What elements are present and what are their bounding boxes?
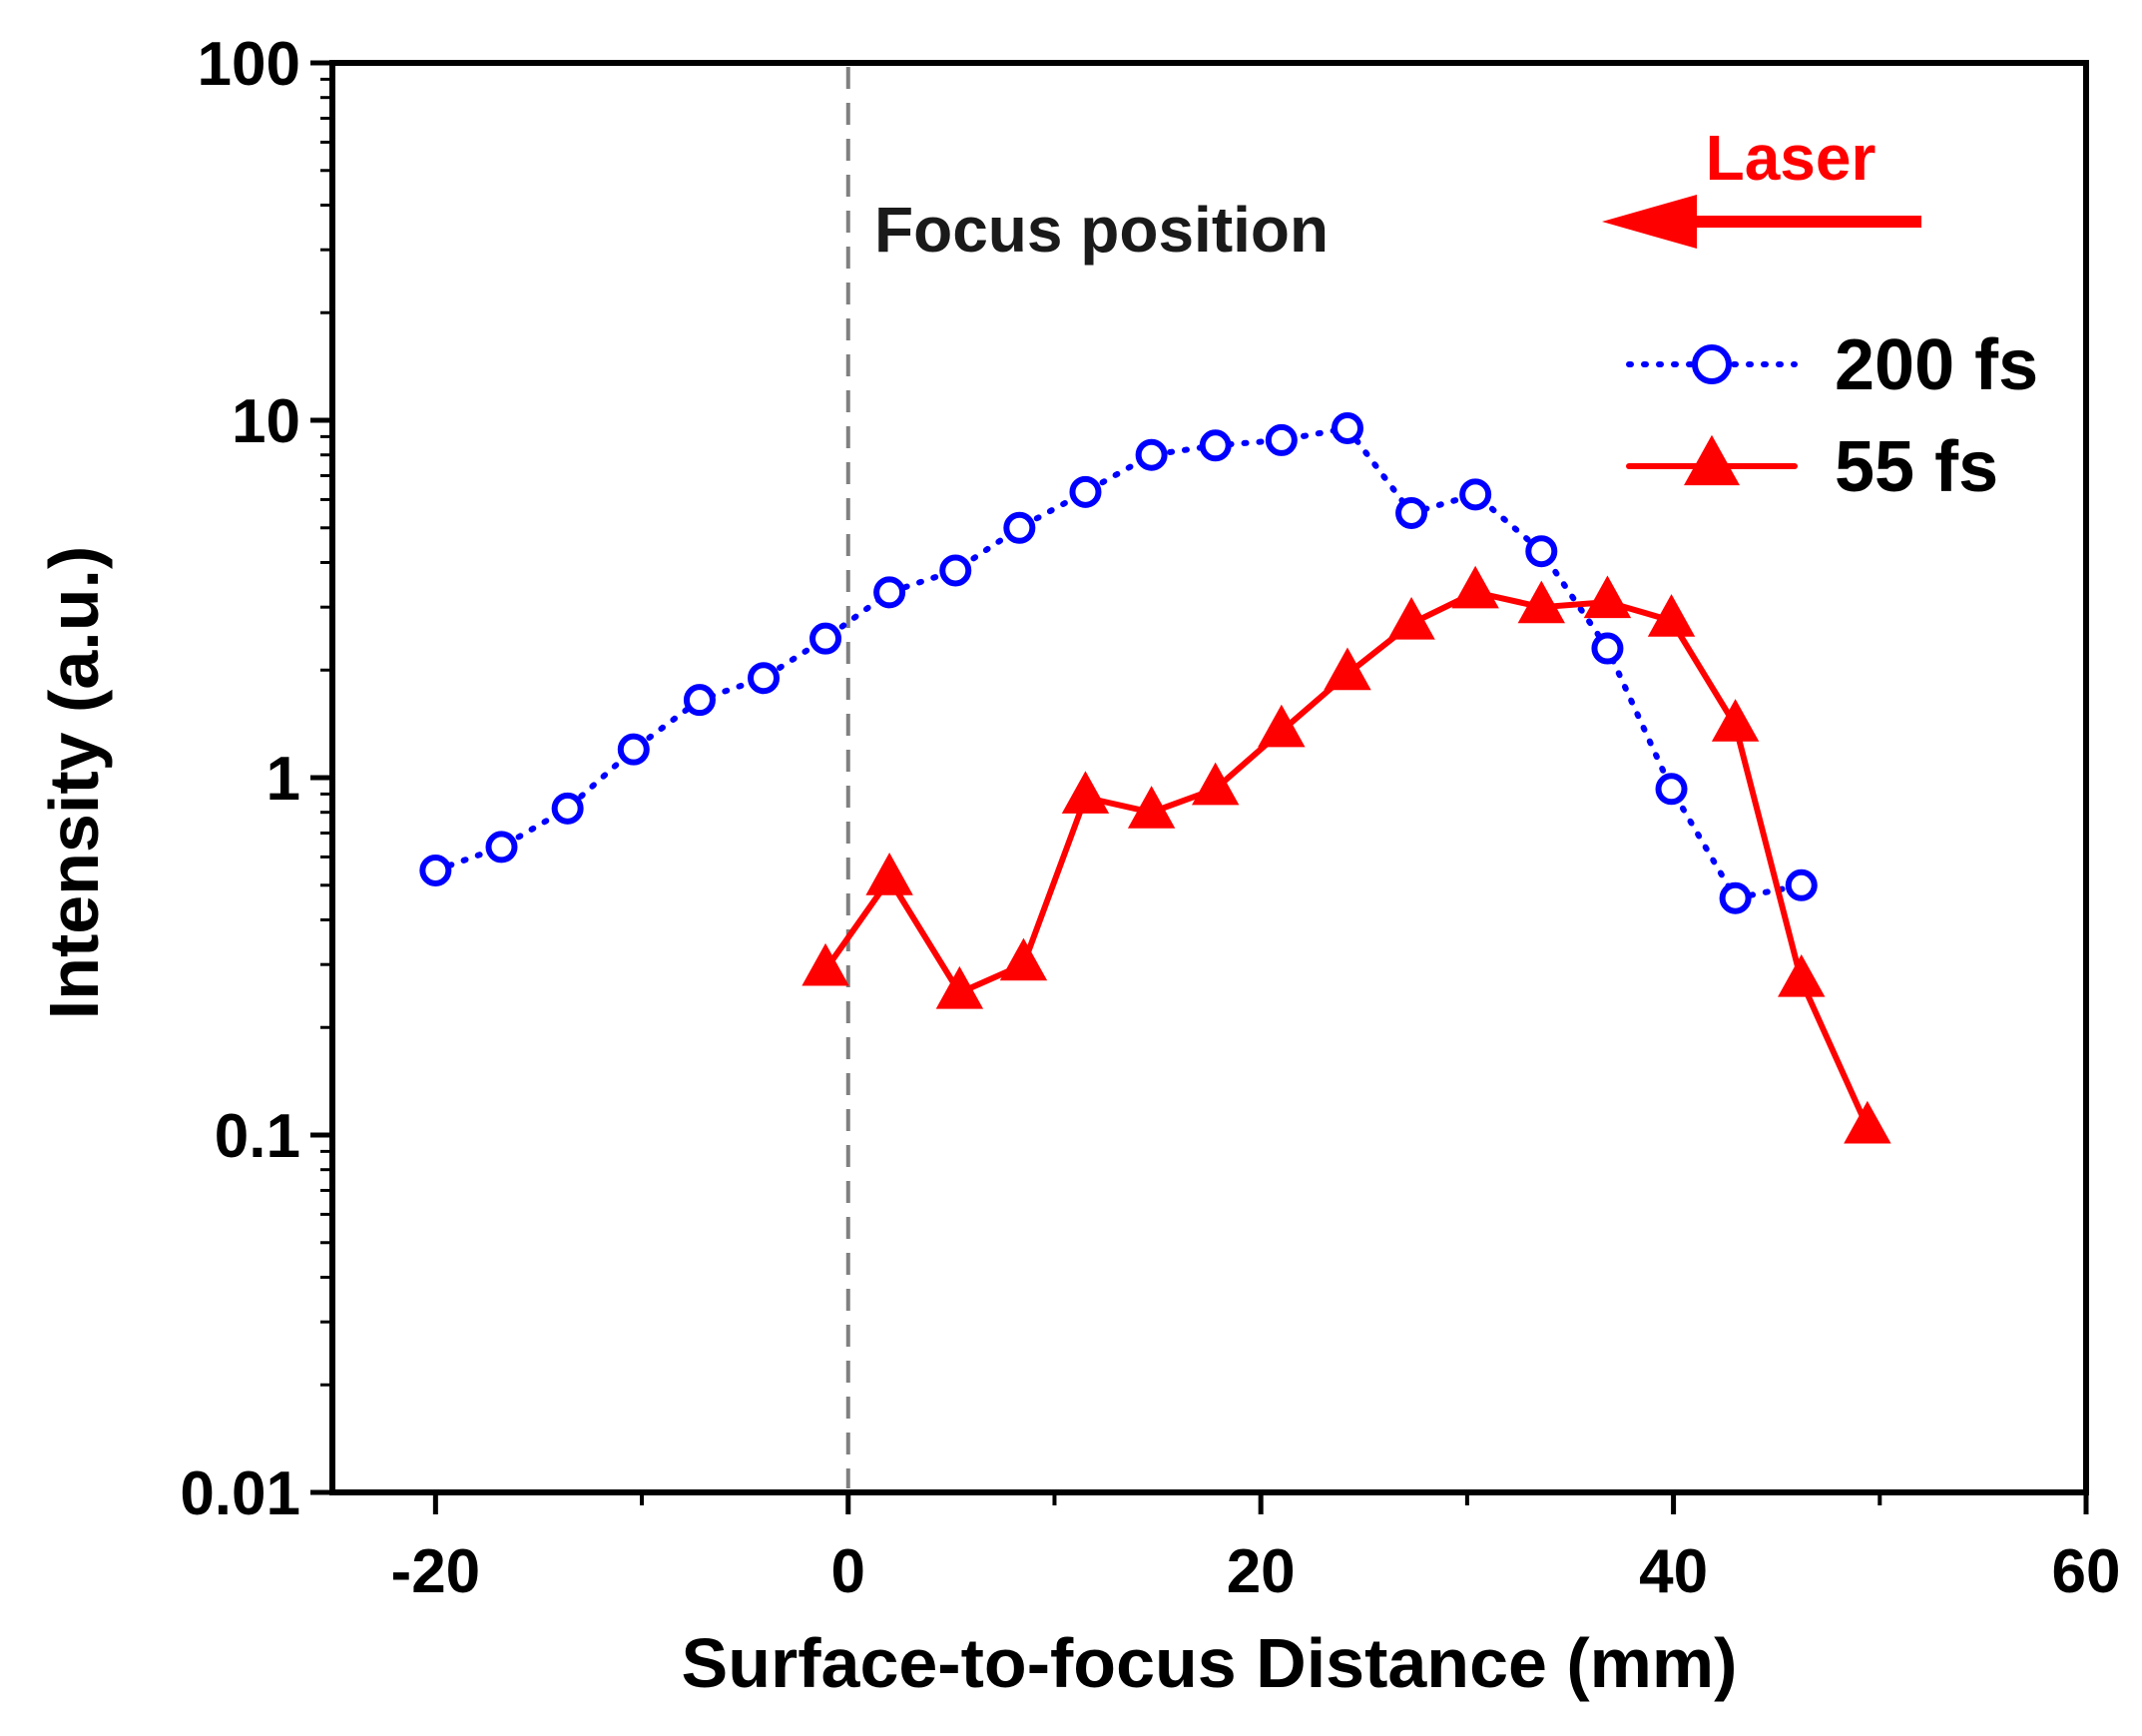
x-tick-label: 60 [2052, 1537, 2121, 1606]
series-1 [802, 565, 1891, 1144]
data-point [485, 831, 518, 864]
data-point [748, 662, 781, 695]
data-point [1591, 632, 1624, 665]
x-axis-title: Surface-to-focus Distance (mm) [682, 1624, 1738, 1702]
data-point [1003, 511, 1036, 544]
data-point [1711, 699, 1760, 742]
laser-arrow-head [1602, 195, 1697, 249]
x-tick-label: -20 [391, 1537, 481, 1606]
data-point [1061, 771, 1110, 814]
legend-label: 55 fs [1835, 427, 1998, 507]
data-point [1785, 868, 1818, 901]
y-tick-label: 0.01 [180, 1459, 300, 1528]
data-point [999, 937, 1048, 981]
legend-marker [1692, 344, 1732, 384]
data-point [1387, 596, 1435, 640]
data-point [802, 942, 849, 986]
legend-item: 55 fs [1626, 427, 1998, 507]
data-point [1655, 773, 1688, 806]
y-tick-label: 100 [198, 30, 300, 99]
data-point [1199, 429, 1232, 462]
data-point [419, 854, 452, 886]
data-point [1127, 786, 1176, 829]
data-point [1331, 411, 1363, 444]
data-point [683, 684, 716, 717]
focus-position-label: Focus position [874, 194, 1329, 266]
data-point [1395, 496, 1428, 529]
data-point [939, 554, 972, 587]
y-axis-title: Intensity (a.u.) [35, 546, 113, 1019]
y-tick-label: 10 [232, 387, 300, 456]
data-point [1647, 594, 1696, 637]
data-point [809, 622, 842, 655]
data-point [617, 733, 650, 766]
data-point [1517, 580, 1565, 624]
data-point [935, 965, 984, 1009]
y-tick-label: 1 [267, 745, 300, 814]
data-point [1459, 478, 1492, 511]
laser-arrow-icon [1602, 195, 1921, 249]
legend-item: 200 fs [1626, 325, 2038, 405]
x-tick-label: 40 [1639, 1537, 1708, 1606]
data-point [1778, 953, 1826, 997]
series-0 [419, 411, 1818, 914]
data-point [1069, 475, 1102, 508]
data-point [1192, 762, 1240, 806]
data-point [865, 853, 913, 895]
legend-marker [1684, 434, 1740, 486]
legend: 200 fs 55 fs [1626, 325, 2038, 507]
data-point [1265, 423, 1298, 456]
laser-label: Laser [1706, 122, 1876, 194]
data-point [1258, 704, 1306, 748]
data-point [1844, 1100, 1891, 1144]
series-line [432, 424, 1805, 901]
data-point [1583, 575, 1632, 619]
data-point [551, 792, 584, 825]
data-point [873, 576, 906, 609]
x-tick-label: 0 [831, 1537, 865, 1606]
data-point [1324, 647, 1371, 691]
data-point [1719, 881, 1752, 914]
legend-label: 200 fs [1835, 325, 2038, 405]
data-point [1135, 438, 1168, 471]
x-tick-label: 20 [1227, 1537, 1296, 1606]
data-point [1525, 535, 1558, 568]
data-point [1451, 565, 1499, 609]
y-tick-label: 0.1 [215, 1102, 300, 1171]
